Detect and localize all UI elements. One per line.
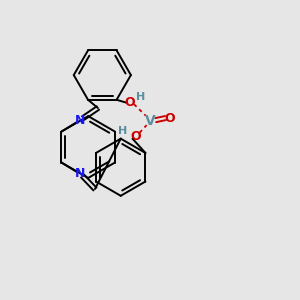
Text: O: O [124, 96, 135, 109]
Text: N: N [74, 167, 85, 180]
Text: V: V [146, 114, 156, 128]
Text: N: N [74, 114, 85, 127]
Text: H: H [118, 126, 128, 136]
Text: O: O [130, 130, 141, 143]
Text: O: O [165, 112, 175, 124]
Text: H: H [136, 92, 146, 102]
